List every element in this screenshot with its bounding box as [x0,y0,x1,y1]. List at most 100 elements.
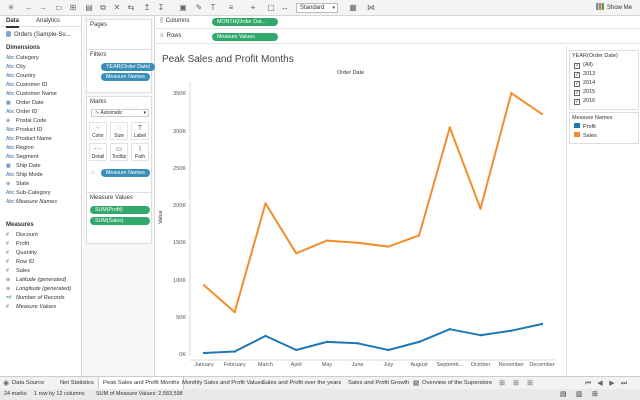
last-sheet-icon[interactable]: ⏭ [620,380,628,387]
forward-icon[interactable]: → [39,3,47,12]
swap-icon[interactable]: ⇆ [127,3,135,12]
data-point-profit[interactable] [417,340,421,344]
data-point-sales[interactable] [325,239,329,242]
measure-field-sales[interactable]: # Sales [6,267,30,276]
group-icon[interactable]: ▣ [179,3,187,12]
data-point-profit[interactable] [510,329,513,332]
sheet-sorter-icon[interactable]: ⊞ [592,391,598,398]
tab-monthly-sales-and-profit-values[interactable]: Monthly Sales and Profit Values [182,380,264,386]
checkbox-checked-icon[interactable]: ✓ [574,81,580,87]
data-point-profit[interactable] [233,350,236,353]
measure-field-number-of-records[interactable]: =# Number of Records [6,294,65,303]
tab-analytics[interactable]: Analytics [36,18,61,24]
year-filter-item-2016[interactable]: ✓ 2016 [570,97,638,106]
measure-field-quantity[interactable]: # Quantity [6,249,37,258]
data-point-sales[interactable] [294,252,298,255]
year-filter-item-all[interactable]: ✓ (All) [570,61,638,70]
dimension-field-order-date[interactable]: ▦ Order Date [6,99,44,108]
sort-desc-icon[interactable]: ↧ [157,3,165,12]
data-point-sales[interactable] [448,126,452,129]
filter-pill-measure-names[interactable]: Measure Names [101,73,150,81]
checkbox-checked-icon[interactable]: ✓ [574,90,580,96]
duplicate-icon[interactable]: ⧉ [100,3,106,12]
measure-field-profit[interactable]: # Profit [6,240,29,249]
data-point-profit[interactable] [356,342,359,345]
dimension-field-order-id[interactable]: AbcOrder ID [6,108,37,117]
data-point-profit[interactable] [325,340,329,344]
pages-card[interactable]: Pages [86,19,152,52]
legend-item-sales[interactable]: Sales [570,132,638,141]
checkbox-checked-icon[interactable]: ✓ [574,99,580,105]
dimension-field-customer-name[interactable]: AbcCustomer Name [6,90,57,99]
checkbox-checked-icon[interactable]: ✓ [574,63,580,69]
fit-select[interactable]: Standard ▾ [296,3,338,13]
rows-pill[interactable]: Measure Values [212,33,278,41]
marks-type-select[interactable]: ∿ Automatic ▾ [91,109,149,117]
data-point-sales[interactable] [510,92,513,95]
data-point-sales[interactable] [479,207,482,210]
measure-field-discount[interactable]: # Discount [6,231,38,240]
dimension-field-state[interactable]: ⊕ State [6,180,29,189]
dimension-field-ship-mode[interactable]: AbcShip Mode [6,171,43,180]
data-point-profit[interactable] [264,334,267,338]
tab-sales-and-profit-growth[interactable]: Sales and Profit Growth [348,380,410,386]
tooltip-icon[interactable]: ▢ [267,3,275,12]
filters-card[interactable]: Filters YEAR(Order Date) Measure Names [86,49,156,93]
back-icon[interactable]: ← [25,3,33,12]
columns-shelf[interactable]: ⫼ Columns MONTH(Order Dat... [156,16,640,29]
dimension-field-customer-id[interactable]: AbcCustomer ID [6,81,47,90]
mv-pill-profit[interactable]: SUM(Profit) [90,206,150,214]
measure-field-row-id[interactable]: # Row ID [6,258,34,267]
dimension-field-sub-category[interactable]: AbcSub-Category [6,189,51,198]
data-point-profit[interactable] [448,328,452,331]
detail-button[interactable]: ⋯ Detail [89,143,107,161]
size-button[interactable]: ◌ Size [110,122,128,140]
color-button[interactable]: ⁘ Color [89,122,107,140]
clear-icon[interactable]: ✕ [113,3,121,12]
data-point-profit[interactable] [294,348,298,352]
data-point-profit[interactable] [540,322,544,326]
measure-field-measure-values[interactable]: # Measure Values [6,303,56,312]
dimension-field-postal-code[interactable]: ⊕ Postal Code [6,117,46,126]
series-line-sales[interactable] [203,92,543,314]
data-point-profit[interactable] [387,348,390,352]
data-point-sales[interactable] [387,245,390,248]
rows-shelf[interactable]: ≡ Rows Measure Values [156,31,640,44]
tableau-logo-icon[interactable]: ✳ [7,3,15,12]
share-icon[interactable]: ⋈ [367,3,375,12]
filter-pill-year[interactable]: YEAR(Order Date) [101,63,156,71]
label-button[interactable]: T Label [131,122,149,140]
tab-net-statistics[interactable]: Net Statistics [60,380,94,386]
sort-asc-icon[interactable]: ↥ [143,3,151,12]
mv-pill-sales[interactable]: SUM(Sales) [90,217,150,225]
dimension-field-category[interactable]: AbcCategory [6,54,39,63]
datasource-item[interactable]: Orders (Sample-Su... [6,31,71,38]
data-point-profit[interactable] [479,333,482,337]
data-point-sales[interactable] [540,112,544,116]
dimension-field-country[interactable]: AbcCountry [6,72,36,81]
tab-sales-and-profit-over-the-years[interactable]: Sales and Profit over the years [262,380,342,386]
new-sheet-icon[interactable]: ▤ [85,3,93,12]
next-sheet-icon[interactable]: ▶ [609,380,615,387]
label-icon[interactable]: T [210,3,216,12]
year-filter-item-2014[interactable]: ✓ 2014 [570,79,638,88]
save-icon[interactable]: ▭ [55,3,63,12]
tooltip-button[interactable]: ▭ Tooltip [110,143,128,161]
tab-overview-of-the-superstore[interactable]: Overview of the Superstore [422,380,493,386]
dimension-field-city[interactable]: AbcCity [6,63,26,72]
format-icon[interactable]: ≡ [228,3,234,12]
pin-icon[interactable]: ⌖ [250,3,256,12]
new-sheet-icon[interactable]: ⊞ [499,380,505,387]
line-chart[interactable] [156,46,564,376]
first-sheet-icon[interactable]: ⏮ [584,380,592,387]
series-line-profit[interactable] [203,323,543,354]
columns-pill[interactable]: MONTH(Order Dat... [212,18,278,26]
marks-pill-measure-names[interactable]: Measure Names [101,169,150,177]
data-point-profit[interactable] [202,351,206,355]
data-point-sales[interactable] [233,310,236,314]
show-me-button[interactable]: Show Me [595,3,632,13]
measure-field-longitude-generated[interactable]: ⊕ Longitude (generated) [6,285,71,294]
dimension-field-measure-names[interactable]: AbcMeasure Names [6,198,57,207]
new-dashboard-icon[interactable]: ⊞ [513,380,519,387]
data-point-sales[interactable] [264,202,267,205]
